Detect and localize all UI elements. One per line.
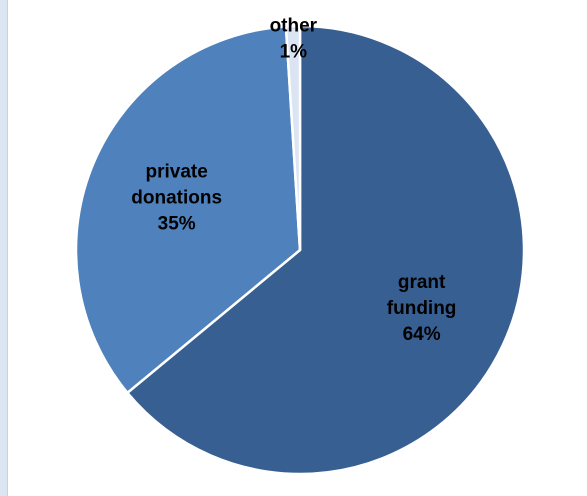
data-label-other: other 1% xyxy=(270,15,318,62)
pie-slice-private-donations xyxy=(74,25,302,395)
data-label-private-donations: private donations 35% xyxy=(131,162,222,235)
data-label-category: grant xyxy=(398,272,446,293)
data-label-value: 1% xyxy=(280,41,308,62)
data-label-value: 35% xyxy=(158,214,196,235)
slices-layer xyxy=(74,24,526,476)
data-label-category: other xyxy=(270,15,318,36)
labels-layer: grant funding 64% private donations 35% other 1… xyxy=(131,15,456,345)
pie-slice-grant-funding xyxy=(126,24,526,476)
data-label-category: private xyxy=(145,162,207,183)
data-label-grant-funding: grant funding 64% xyxy=(387,272,457,345)
data-label-value: 64% xyxy=(403,324,441,345)
pie-slice-other xyxy=(284,24,302,252)
data-label-category: funding xyxy=(387,298,457,319)
data-label-category: donations xyxy=(131,188,222,209)
